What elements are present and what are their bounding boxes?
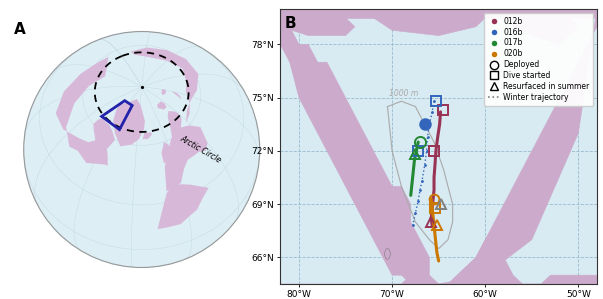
Polygon shape [55, 57, 109, 166]
Polygon shape [438, 9, 597, 284]
Polygon shape [513, 9, 578, 45]
Polygon shape [280, 9, 597, 18]
Polygon shape [157, 184, 209, 229]
Text: A: A [14, 22, 26, 37]
Polygon shape [143, 132, 152, 139]
Polygon shape [113, 99, 145, 146]
Polygon shape [161, 89, 166, 95]
Polygon shape [172, 91, 181, 99]
Polygon shape [373, 9, 485, 36]
Polygon shape [95, 120, 115, 151]
Circle shape [385, 248, 390, 259]
Circle shape [24, 31, 260, 268]
Polygon shape [168, 111, 182, 143]
Text: 1000 m: 1000 m [389, 89, 418, 98]
Legend: 012b, 016b, 017b, 020b, Deployed, Dive started, Resurfaced in summer, Winter tra: 012b, 016b, 017b, 020b, Deployed, Dive s… [484, 13, 593, 106]
Polygon shape [280, 9, 429, 284]
Polygon shape [165, 126, 207, 191]
Polygon shape [280, 9, 355, 36]
Polygon shape [157, 101, 166, 109]
Polygon shape [162, 142, 173, 163]
Polygon shape [130, 48, 198, 123]
Polygon shape [280, 240, 597, 293]
Text: Arctic Circle: Arctic Circle [178, 133, 223, 164]
Text: B: B [285, 16, 297, 31]
